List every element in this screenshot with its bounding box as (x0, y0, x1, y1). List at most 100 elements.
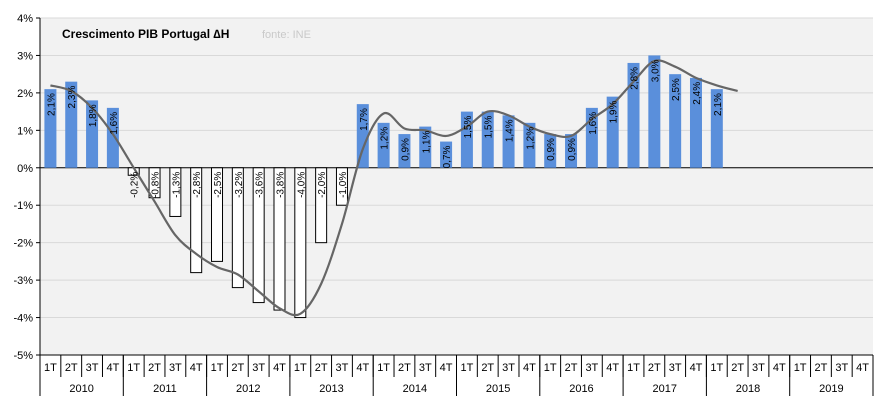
x-tick-label: 2T (315, 362, 328, 374)
x-tick-label: 3T (502, 362, 515, 374)
year-label: 2018 (736, 383, 760, 395)
bar (106, 107, 119, 168)
bar (211, 167, 224, 262)
bar (419, 126, 432, 168)
data-label: 2,1% (46, 93, 57, 116)
data-label: 1,8% (88, 104, 99, 127)
data-label: 0,9% (400, 138, 411, 161)
x-tick-label: 1T (460, 362, 473, 374)
data-label: -2,0% (317, 172, 328, 198)
data-label: 2,8% (630, 67, 641, 90)
data-label: -4,0% (296, 172, 307, 198)
year-label: 2015 (486, 383, 510, 395)
data-label: 2,3% (67, 86, 78, 109)
y-tick-label: -1% (13, 200, 33, 212)
bar (356, 104, 369, 168)
bar (44, 89, 57, 168)
x-tick-label: 2T (731, 362, 744, 374)
trend-line-group (50, 59, 738, 317)
year-label: 2014 (403, 383, 427, 395)
bar (231, 167, 244, 289)
bar (86, 100, 99, 168)
x-tick-label: 4T (106, 362, 119, 374)
x-tick-label: 4T (606, 362, 619, 374)
x-tick-label: 1T (377, 362, 390, 374)
x-tick-label: 4T (523, 362, 536, 374)
y-tick-label: 4% (17, 13, 33, 25)
data-label: -0,8% (151, 172, 162, 198)
x-tick-label: 2T (481, 362, 494, 374)
chart-title: Crescimento PIB Portugal ∆H (62, 27, 229, 41)
year-label: 2010 (69, 383, 93, 395)
x-tick-label: 1T (627, 362, 640, 374)
x-tick-label: 4T (773, 362, 786, 374)
data-label: -3,2% (234, 172, 245, 198)
bar (606, 96, 619, 168)
x-tick-label: 1T (710, 362, 723, 374)
x-tick-label: 3T (336, 362, 349, 374)
data-labels: 2,1% 2,3% 1,8% 1,6% -0,2% -0,8% -1,3% -2,8% -2,5… (46, 59, 723, 198)
x-tick-label: 3T (252, 362, 265, 374)
x-tick-label: 2T (565, 362, 578, 374)
trend-line (50, 59, 738, 317)
data-label: 1,2% (525, 127, 536, 150)
data-label: 3,0% (650, 59, 661, 82)
x-tick-label: 3T (169, 362, 182, 374)
data-label: 1,2% (380, 127, 391, 150)
data-label: 1,1% (421, 130, 432, 153)
data-label: 1,4% (505, 119, 516, 142)
x-tick-label: 3T (86, 362, 99, 374)
data-label: -1,0% (338, 172, 349, 198)
data-label: -1,3% (171, 172, 182, 198)
bar (190, 167, 203, 274)
x-tick-label: 1T (211, 362, 224, 374)
x-tick-label: 2T (815, 362, 828, 374)
year-label: 2019 (819, 383, 843, 395)
y-tick-label: 2% (17, 88, 33, 100)
bar (648, 55, 661, 168)
x-tick-label: 3T (752, 362, 765, 374)
x-tick-label: 1T (294, 362, 307, 374)
bar (273, 167, 286, 311)
year-label: 2012 (236, 383, 260, 395)
chart-source: fonte: INE (262, 29, 311, 41)
x-tick-label: 2T (148, 362, 161, 374)
x-tick-label: 2T (398, 362, 411, 374)
data-label: 1,5% (463, 116, 474, 139)
bar (544, 134, 557, 168)
bar (169, 167, 182, 217)
bar (377, 122, 390, 168)
year-label: 2011 (153, 383, 177, 395)
data-label: 2,4% (692, 82, 703, 105)
x-tick-label: 1T (44, 362, 57, 374)
x-tick-label: 1T (127, 362, 140, 374)
y-tick-label: 3% (17, 50, 33, 62)
x-tick-label: 2T (231, 362, 244, 374)
data-label: 0,9% (567, 138, 578, 161)
year-label: 2013 (319, 383, 343, 395)
data-label: -2,5% (213, 172, 224, 198)
bar (315, 167, 328, 244)
bars (44, 55, 723, 319)
bar (523, 122, 536, 168)
data-label: 0,7% (442, 145, 453, 168)
data-label: 1,5% (484, 116, 495, 139)
y-tick-label: -4% (13, 313, 33, 325)
data-label: 2,1% (713, 93, 724, 116)
data-label: 0,9% (546, 138, 557, 161)
data-label: -2,8% (192, 172, 203, 198)
bar (689, 77, 702, 168)
bar (440, 141, 453, 168)
y-tick-label: -5% (13, 350, 33, 362)
y-tick-label: 0% (17, 163, 33, 175)
data-label: -0,2% (130, 172, 141, 198)
bar (669, 74, 682, 168)
bar (65, 81, 78, 168)
bar (627, 62, 640, 168)
bar (502, 115, 515, 168)
plot-area (40, 18, 873, 355)
x-tick-label: 3T (419, 362, 432, 374)
data-label: 2,5% (671, 78, 682, 101)
data-label: 1,6% (109, 112, 120, 135)
x-tick-label: 4T (273, 362, 286, 374)
